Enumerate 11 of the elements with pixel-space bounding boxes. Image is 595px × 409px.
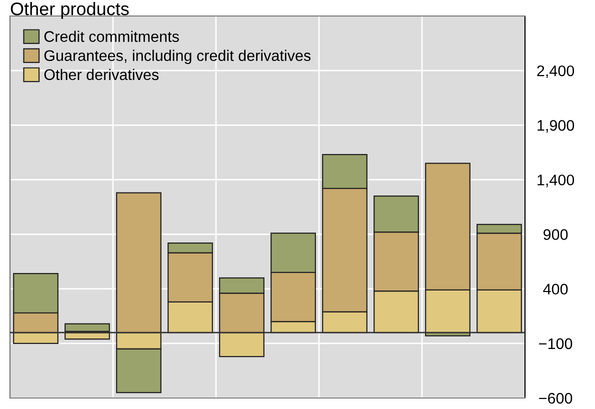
y-tick-label: 1,900 [538, 120, 574, 133]
legend-label: Guarantees, including credit derivatives [44, 50, 311, 64]
y-tick-label: −100 [539, 338, 572, 350]
y-tick-label: 400 [543, 284, 568, 295]
y-tick-label: 1,400 [538, 174, 574, 188]
chart-title: Other products [10, 2, 129, 19]
y-tick-label: 2,400 [537, 65, 574, 78]
legend-label: Credit commitments [44, 30, 179, 42]
y-tick-label: 900 [544, 229, 568, 240]
legend-label: Other derivatives [44, 68, 159, 80]
y-tick-label: −600 [539, 392, 572, 404]
